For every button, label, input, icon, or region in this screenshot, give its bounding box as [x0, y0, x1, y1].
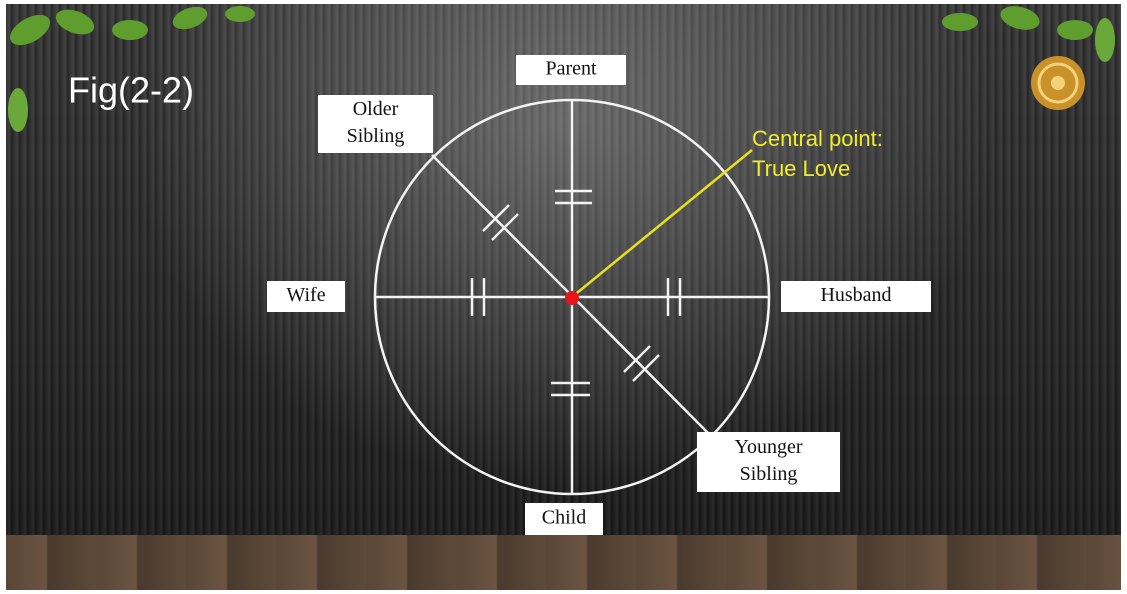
labels: Parent Older Sibling Wife Husband Child Younge… [267, 55, 931, 535]
node-label: Wife [286, 284, 325, 306]
node-label: Older [353, 98, 399, 120]
slide-title: Fig(2-2) [68, 70, 194, 111]
annotation: True Love [752, 156, 850, 181]
page: {"header": {"title": "Fig(2-2)"}, "nodes… [0, 0, 1127, 594]
node-label: Child [542, 507, 586, 529]
node-label: Husband [820, 284, 891, 306]
emblem [1031, 56, 1085, 110]
node-label: Sibling [740, 463, 798, 485]
node-label: Parent [545, 58, 597, 80]
node-label: Younger [735, 436, 803, 458]
diagram: Fig(2-2) Parent Older Sibling Wife Husband Ch… [0, 0, 1127, 594]
node-label: Sibling [347, 125, 405, 147]
annotation: Central point: [752, 126, 883, 151]
